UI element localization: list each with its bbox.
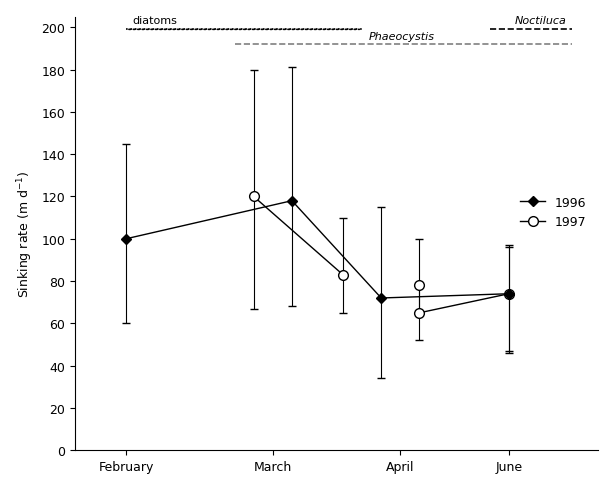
Y-axis label: Sinking rate (m d$^{-1}$): Sinking rate (m d$^{-1}$) — [15, 170, 34, 298]
Text: diatoms: diatoms — [132, 16, 177, 26]
Text: Phaeocystis: Phaeocystis — [368, 32, 435, 42]
Legend: 1996, 1997: 1996, 1997 — [515, 191, 592, 233]
Text: Noctiluca: Noctiluca — [515, 16, 567, 26]
